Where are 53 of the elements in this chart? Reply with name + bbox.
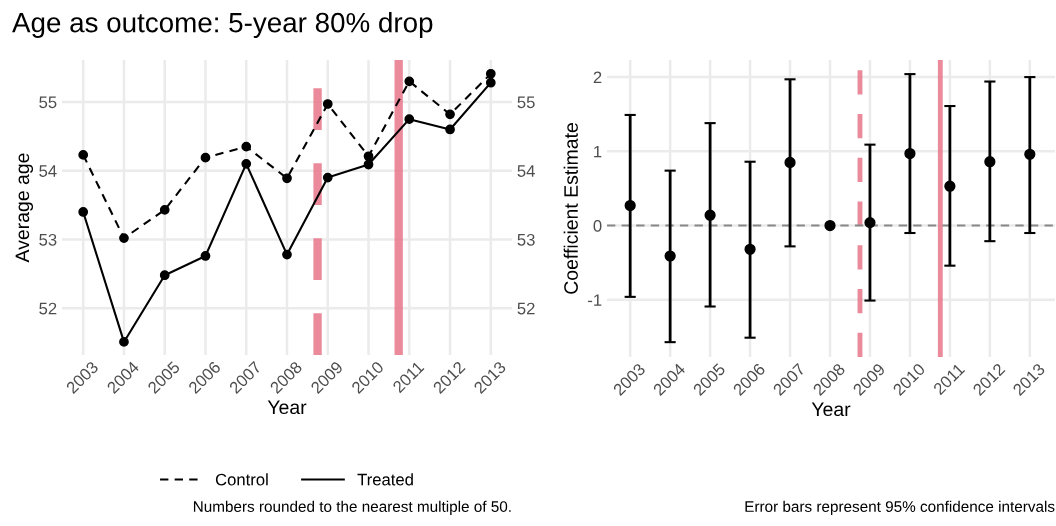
point — [363, 159, 374, 170]
point — [664, 250, 676, 262]
point — [322, 99, 333, 109]
y2-tick-label: 53 — [517, 233, 535, 246]
point — [704, 209, 716, 221]
point — [200, 251, 211, 261]
y-tick-label: 0 — [593, 219, 602, 232]
y2-tick-label: 54 — [517, 165, 535, 177]
y-tick-label: -1 — [588, 294, 602, 306]
point — [159, 205, 170, 215]
text: Error bars represent 95% confidence intervals — [745, 500, 1055, 515]
chart-title: Age as outcome: 5-year 80% drop — [12, 12, 433, 38]
y-tick-label: 1 — [594, 145, 602, 158]
y2-tick-label: 55 — [517, 96, 535, 109]
point — [984, 156, 996, 168]
point — [119, 233, 129, 243]
point — [485, 77, 496, 88]
x-axis-title: Year — [811, 402, 851, 417]
legend-label: Treated — [357, 473, 413, 486]
point — [200, 152, 211, 163]
point — [159, 270, 170, 281]
legend-label: Control — [215, 473, 268, 486]
y-axis-title: Average age — [15, 153, 34, 263]
point — [241, 141, 252, 152]
point — [944, 180, 956, 192]
point — [864, 217, 876, 229]
point — [1024, 148, 1036, 160]
y2-tick-label: 52 — [517, 302, 535, 315]
point — [119, 337, 129, 347]
point — [824, 219, 836, 232]
point — [404, 76, 415, 87]
point — [904, 147, 916, 160]
y-tick-label: 54 — [39, 165, 57, 177]
x-axis-title: Year — [267, 400, 307, 415]
point — [624, 199, 636, 212]
point — [322, 172, 333, 183]
point — [445, 124, 455, 135]
y-tick-label: 2 — [593, 71, 602, 84]
point — [241, 158, 252, 169]
point — [744, 243, 756, 255]
point — [784, 156, 796, 169]
point — [282, 173, 292, 184]
point — [445, 109, 455, 120]
point — [485, 68, 496, 79]
point — [78, 207, 89, 217]
point — [404, 114, 415, 124]
point — [78, 150, 89, 160]
y-tick-label: 55 — [39, 96, 57, 109]
y-axis-title: Coefficient Estimate — [563, 123, 578, 294]
y-tick-label: 53 — [39, 233, 57, 246]
y-tick-label: 52 — [39, 302, 57, 315]
point — [282, 249, 292, 260]
text: Numbers rounded to the nearest multiple of 50. — [193, 500, 511, 515]
